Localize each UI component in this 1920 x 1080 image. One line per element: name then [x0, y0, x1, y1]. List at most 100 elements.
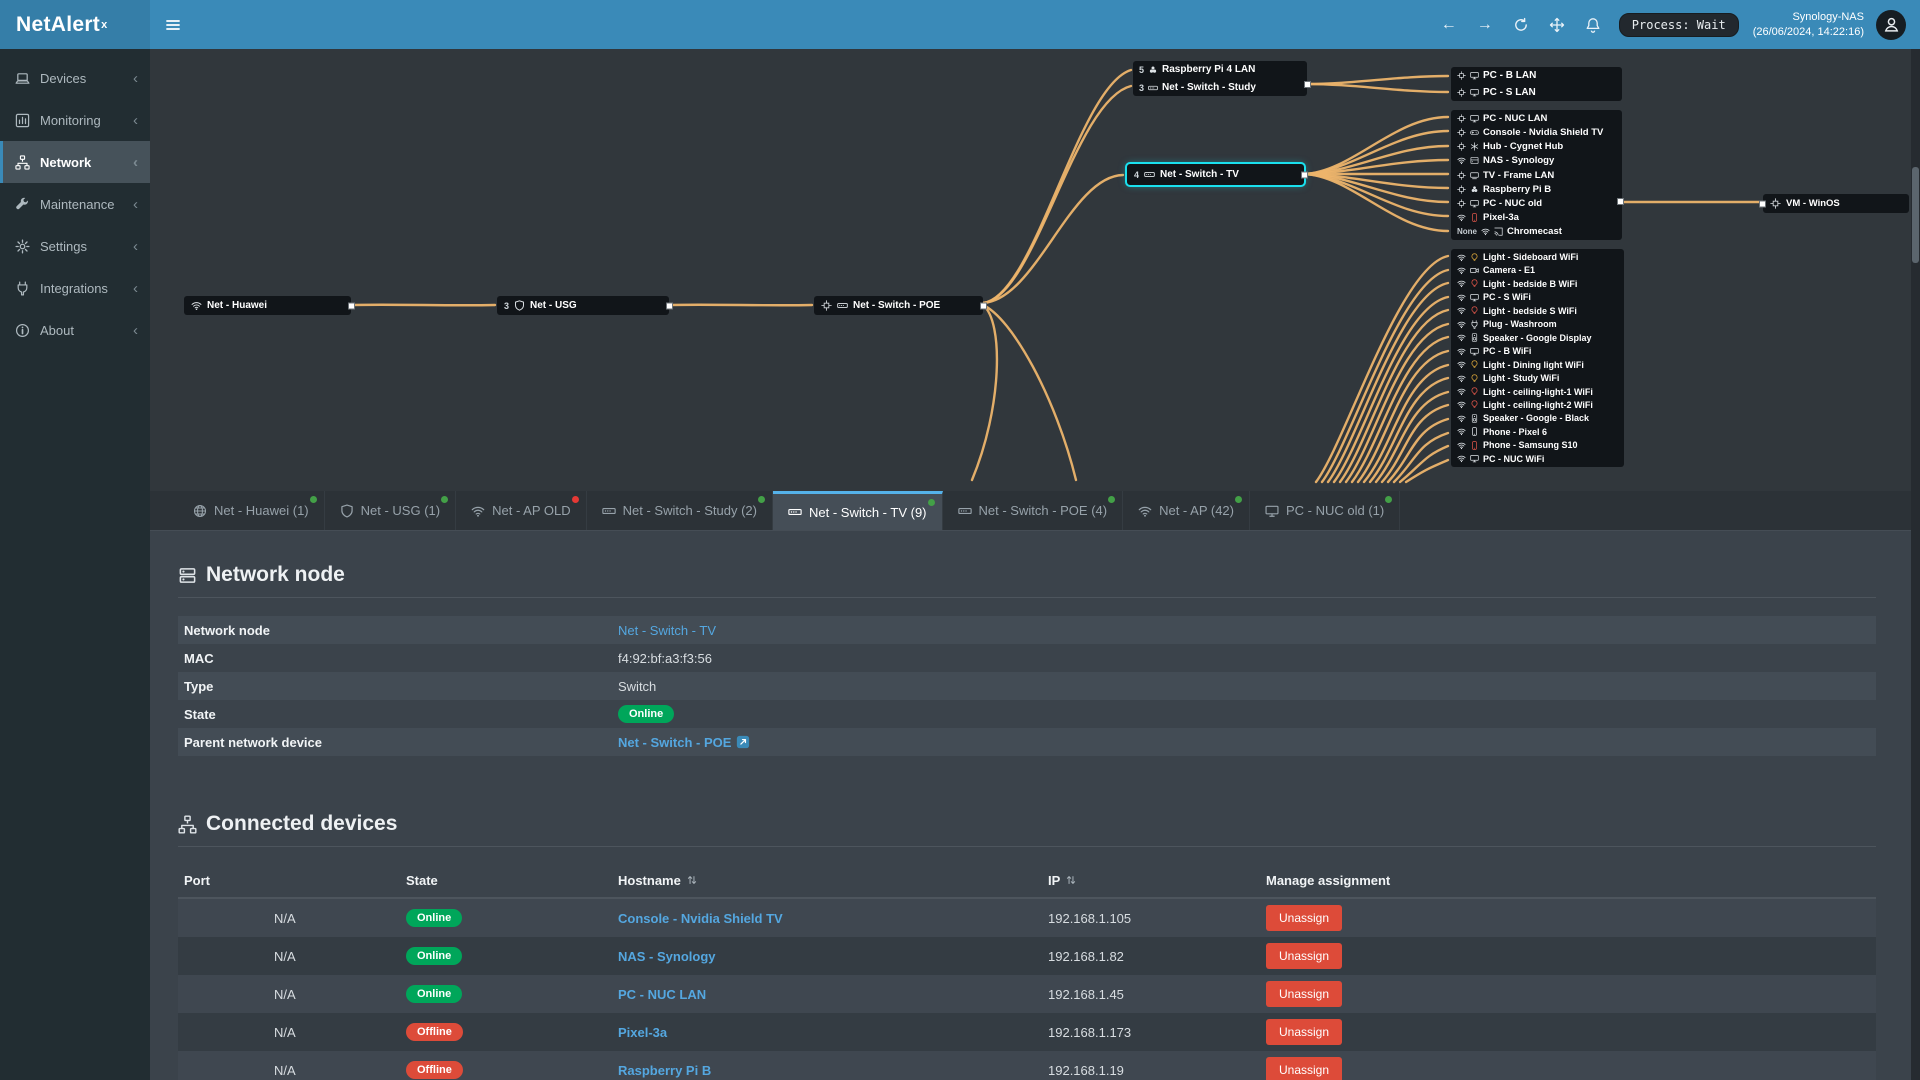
device-node-row[interactable]: NAS - Synology	[1457, 155, 1616, 166]
network-node-tab[interactable]: Net - USG (1)	[325, 491, 457, 530]
nav-back-icon[interactable]: ←	[1440, 15, 1457, 33]
refresh-icon[interactable]	[1513, 17, 1529, 33]
sidebar-item[interactable]: Settings ‹	[0, 225, 150, 267]
device-label: PC - B LAN	[1483, 70, 1537, 81]
connection-type-icon	[1457, 171, 1466, 180]
network-node-tab[interactable]: Net - AP OLD	[456, 491, 587, 530]
device-node-row[interactable]: Speaker - Google Display	[1457, 333, 1618, 343]
connector-handle[interactable]	[348, 302, 355, 309]
port-cell: N/A	[274, 1024, 296, 1040]
device-node-row[interactable]: PC - B WiFi	[1457, 346, 1618, 356]
parent-device-link[interactable]: Net - Switch - POE	[618, 734, 732, 750]
device-node-row[interactable]: Plug - Washroom	[1457, 319, 1618, 329]
network-node-tab[interactable]: Net - Switch - POE (4)	[943, 491, 1124, 530]
column-header-ip[interactable]: IP	[1048, 873, 1266, 888]
hamburger-button[interactable]	[150, 0, 196, 49]
device-node-row[interactable]: TV - Frame LAN	[1457, 170, 1616, 181]
device-node-row[interactable]: PC - NUC WiFi	[1457, 454, 1618, 464]
connector-handle[interactable]	[1304, 81, 1311, 88]
sidebar-item[interactable]: Devices ‹	[0, 57, 150, 99]
device-node-row[interactable]: Raspberry Pi B	[1457, 184, 1616, 195]
avatar[interactable]	[1876, 9, 1906, 40]
network-node-tab[interactable]: Net - Switch - Study (2)	[587, 491, 773, 530]
device-node-row[interactable]: PC - B LAN	[1457, 70, 1616, 81]
connector-handle[interactable]	[1301, 171, 1308, 178]
scrollbar-thumb[interactable]	[1912, 167, 1919, 263]
device-label: Chromecast	[1507, 226, 1562, 237]
diagram-node-vm-winos[interactable]: VM - WinOS	[1759, 194, 1909, 213]
connector-handle[interactable]	[666, 302, 673, 309]
diagram-node-net-switch-study[interactable]: 3 Net - Switch - Study	[1139, 82, 1301, 93]
hostname-link[interactable]: PC - NUC LAN	[618, 986, 707, 1002]
nav-forward-icon[interactable]: →	[1476, 15, 1493, 33]
connector-handle[interactable]	[1617, 198, 1624, 205]
hostname-link[interactable]: Raspberry Pi B	[618, 1062, 712, 1078]
network-node-tab[interactable]: Net - Huawei (1)	[178, 491, 325, 530]
unassign-button[interactable]: Unassign	[1266, 905, 1343, 931]
unassign-button[interactable]: Unassign	[1266, 1057, 1343, 1080]
connector-handle[interactable]	[1759, 200, 1766, 207]
sort-icon[interactable]	[686, 874, 698, 886]
connection-type-icon	[1457, 279, 1466, 288]
device-node-row[interactable]: Light - Dining light WiFi	[1457, 360, 1618, 370]
device-node-row[interactable]: None Chromecast	[1457, 226, 1616, 237]
connection-type-icon	[1457, 320, 1466, 329]
device-node-row[interactable]: Phone - Samsung S10	[1457, 440, 1618, 450]
tab-icon	[193, 504, 207, 518]
device-node-row[interactable]: Phone - Pixel 6	[1457, 427, 1618, 437]
network-node-link[interactable]: Net - Switch - TV	[618, 622, 717, 638]
process-status-badge[interactable]: Process: Wait	[1618, 12, 1739, 37]
sort-icon[interactable]	[1065, 874, 1077, 886]
network-node-tab[interactable]: Net - Switch - TV (9)	[773, 491, 943, 530]
diagram-node-net-switch-tv-selected[interactable]: 4 Net - Switch - TV	[1125, 162, 1308, 187]
diagram-group-study: 5 Raspberry Pi 4 LAN 3 Net - Switch - St…	[1133, 61, 1311, 96]
diagram-node-net-usg[interactable]: 3 Net - USG	[497, 296, 673, 315]
device-node-row[interactable]: Light - ceiling-light-2 WiFi	[1457, 400, 1618, 410]
hostname-link[interactable]: Console - Nvidia Shield TV	[618, 910, 783, 926]
unassign-button[interactable]: Unassign	[1266, 1019, 1343, 1045]
device-node-row[interactable]: Light - Sideboard WiFi	[1457, 252, 1618, 262]
diagram-node-net-huawei[interactable]: Net - Huawei	[184, 296, 355, 315]
device-node-row[interactable]: Console - Nvidia Shield TV	[1457, 127, 1616, 138]
diagram-node-raspberry-pi-4-lan[interactable]: 5 Raspberry Pi 4 LAN	[1139, 64, 1301, 75]
column-header-label: IP	[1048, 872, 1061, 888]
network-node-tab[interactable]: Net - AP (42)	[1123, 491, 1250, 530]
unassign-button[interactable]: Unassign	[1266, 981, 1343, 1007]
brand-logo[interactable]: NetAlert x	[0, 0, 150, 49]
device-node-row[interactable]: Hub - Cygnet Hub	[1457, 141, 1616, 152]
device-node-row[interactable]: Camera - E1	[1457, 265, 1618, 275]
device-node-row[interactable]: PC - NUC old	[1457, 198, 1616, 209]
device-node-row[interactable]: Light - ceiling-light-1 WiFi	[1457, 387, 1618, 397]
status-dot	[1108, 496, 1116, 503]
sidebar-item[interactable]: Monitoring ‹	[0, 99, 150, 141]
notifications-bell-icon[interactable]	[1585, 17, 1601, 33]
hostname-link[interactable]: NAS - Synology	[618, 948, 716, 964]
device-node-row[interactable]: Light - bedside S WiFi	[1457, 306, 1618, 316]
device-label: Phone - Samsung S10	[1483, 440, 1578, 451]
column-header-hostname[interactable]: Hostname	[618, 873, 1048, 888]
move-pan-icon[interactable]	[1549, 17, 1565, 33]
table-body: N/A Online Console - Nvidia Shield TV 19…	[178, 899, 1876, 1080]
sidebar-item[interactable]: Integrations ‹	[0, 267, 150, 309]
unassign-button[interactable]: Unassign	[1266, 943, 1343, 969]
ethernet-icon	[1770, 198, 1781, 209]
hostname-link[interactable]: Pixel-3a	[618, 1024, 668, 1040]
network-node-tab[interactable]: PC - NUC old (1)	[1250, 491, 1401, 530]
page-scrollbar[interactable]	[1911, 49, 1920, 1080]
external-link-icon[interactable]	[736, 735, 750, 749]
sidebar-item[interactable]: About ‹	[0, 309, 150, 351]
device-node-row[interactable]: PC - S LAN	[1457, 87, 1616, 98]
tab-label: Net - Huawei (1)	[214, 503, 309, 518]
connector-handle[interactable]	[980, 302, 987, 309]
diagram-node-net-switch-poe[interactable]: Net - Switch - POE	[814, 296, 987, 315]
sidebar-item[interactable]: Maintenance ‹	[0, 183, 150, 225]
device-node-row[interactable]: Light - bedside B WiFi	[1457, 279, 1618, 289]
device-node-row[interactable]: PC - S WiFi	[1457, 292, 1618, 302]
device-node-row[interactable]: Light - Study WiFi	[1457, 373, 1618, 383]
device-node-row[interactable]: Speaker - Google - Black	[1457, 413, 1618, 423]
sidebar-item[interactable]: Network ‹	[0, 141, 150, 183]
type-value: Switch	[618, 678, 657, 694]
device-node-row[interactable]: Pixel-3a	[1457, 212, 1616, 223]
device-node-row[interactable]: PC - NUC LAN	[1457, 113, 1616, 124]
device-icon	[1470, 306, 1479, 315]
